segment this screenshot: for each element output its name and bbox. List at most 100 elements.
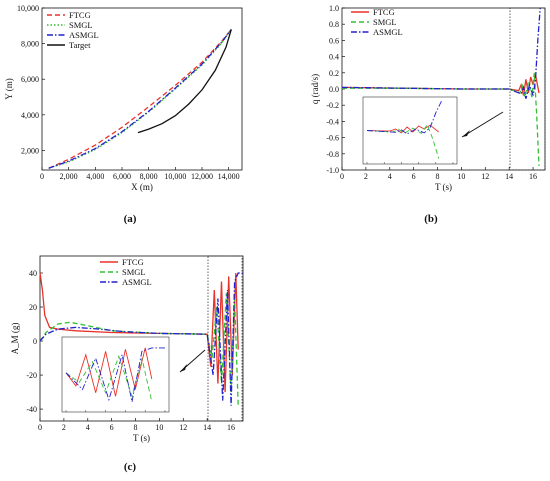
x-tick-label: 0 <box>340 172 344 181</box>
panel-c: 0 2 4 6 8 10 12 14 16 -40 -20 0 20 40 T (s) A_M (g) F… <box>10 255 244 473</box>
legend-label-ftcg: FTCG <box>69 10 91 20</box>
panel-c-y-axis-label: A_M (g) <box>10 323 20 355</box>
y-tick-label: 0.6 <box>329 36 339 45</box>
series-line-ftcg <box>48 28 232 169</box>
panel-b-zoom-region-box <box>509 7 546 171</box>
x-tick-label: 16 <box>227 423 235 432</box>
inset-series-line-smgl <box>366 123 440 159</box>
x-tick-label: 6,000 <box>113 172 131 181</box>
y-tick-label: 8,000 <box>21 40 39 49</box>
panel-a-lines <box>48 28 232 169</box>
x-tick-label: 14 <box>203 423 211 432</box>
panel-b-y-axis-label: q (rad/s) <box>310 74 320 104</box>
y-tick-label: 40 <box>29 269 37 278</box>
panel-c-zoom-arrowhead <box>180 364 187 372</box>
inset-series-line-ftcg <box>65 347 153 397</box>
legend-label-ftcg: FTCG <box>122 257 144 267</box>
legend-label-smgl: SMGL <box>69 20 93 30</box>
legend-label-asmgl: ASMGL <box>69 30 99 40</box>
legend-label-target: Target <box>69 40 91 50</box>
inset-series-line-smgl <box>65 354 153 402</box>
panel-c-x-axis-label: T (s) <box>133 433 150 443</box>
y-tick-label: -0.8 <box>326 150 339 159</box>
y-tick-label: -40 <box>26 405 37 414</box>
panel-b-zoom-arrow <box>461 111 504 138</box>
panel-c-ticks: 0 2 4 6 8 10 12 14 16 -40 -20 0 20 40 <box>26 269 235 432</box>
x-tick-label: 12,000 <box>191 172 213 181</box>
legend-label-ftcg: FTCG <box>373 7 395 17</box>
panel-b-lines <box>341 7 541 166</box>
x-tick-label: 0 <box>38 423 42 432</box>
panel-a-x-axis-label: X (m) <box>131 182 153 192</box>
series-line-asmgl <box>341 7 541 99</box>
x-tick-label: 10,000 <box>164 172 186 181</box>
panel-b-zoom-inset <box>362 96 458 165</box>
x-tick-label: 12 <box>179 423 187 432</box>
series-line-ftcg <box>341 74 540 96</box>
x-tick-label: 2,000 <box>60 172 78 181</box>
x-tick-label: 2 <box>364 172 368 181</box>
panel-b-caption: (b) <box>424 213 438 225</box>
y-tick-label: 0 <box>33 337 37 346</box>
x-tick-label: 6 <box>110 423 114 432</box>
panel-a-caption: (a) <box>124 213 137 225</box>
panel-a-ticks: 0 2,000 4,000 6,000 8,000 10,000 12,000 14,000 2… <box>17 4 240 181</box>
panel-a-y-axis-label: Y (m) <box>4 78 14 99</box>
y-tick-label: 1.0 <box>329 4 339 13</box>
inset-series-line-asmgl <box>366 100 442 135</box>
y-tick-label: 2,000 <box>21 146 39 155</box>
x-tick-label: 14,000 <box>218 172 240 181</box>
panel-b-ticks: 0 2 4 6 8 10 12 14 16 -1.0 -0.8 -0.6 -0.4 -0.2 0.0 0.2 0… <box>326 4 537 181</box>
panel-c-plot-frame <box>39 255 244 422</box>
panel-a-plot-frame <box>41 7 243 171</box>
x-tick-label: 4,000 <box>86 172 104 181</box>
legend-label-asmgl: ASMGL <box>122 277 152 287</box>
x-tick-label: 0 <box>40 172 44 181</box>
y-tick-label: 20 <box>29 303 37 312</box>
panel-a: 0 2,000 4,000 6,000 8,000 10,000 12,000 14,000 2… <box>4 4 243 225</box>
x-tick-label: 8,000 <box>140 172 158 181</box>
inset-series-line-asmgl <box>65 347 165 402</box>
y-tick-label: 0.4 <box>329 53 339 62</box>
y-tick-label: -1.0 <box>326 166 339 175</box>
legend-label-asmgl: ASMGL <box>373 27 403 37</box>
panel-b: 0 2 4 6 8 10 12 14 16 -1.0 -0.8 -0.6 -0.4 -0.2 0.0 0.2 0… <box>310 4 546 225</box>
panel-c-zoom-inset <box>61 336 170 413</box>
x-tick-label: 8 <box>436 172 440 181</box>
y-tick-label: -0.6 <box>326 134 339 143</box>
x-tick-label: 6 <box>412 172 416 181</box>
y-tick-label: 10,000 <box>17 4 39 13</box>
x-tick-label: 8 <box>134 423 138 432</box>
y-tick-label: 0.0 <box>329 85 339 94</box>
series-line-smgl <box>48 29 232 169</box>
series-line-target <box>137 29 232 134</box>
panel-c-caption: (c) <box>124 461 137 473</box>
y-tick-label: 6,000 <box>21 75 39 84</box>
y-tick-label: 0.8 <box>329 20 339 29</box>
x-tick-label: 4 <box>388 172 392 181</box>
x-tick-label: 12 <box>481 172 489 181</box>
y-tick-label: -0.4 <box>326 117 339 126</box>
x-tick-label: 4 <box>86 423 90 432</box>
x-tick-label: 14 <box>505 172 513 181</box>
legend-label-smgl: SMGL <box>373 17 397 27</box>
series-line-smgl <box>342 72 540 166</box>
x-tick-label: 16 <box>529 172 537 181</box>
panel-b-x-axis-label: T (s) <box>435 182 452 192</box>
series-line-asmgl <box>39 272 243 406</box>
inset-series-line-ftcg <box>366 124 439 134</box>
x-tick-label: 10 <box>457 172 465 181</box>
y-tick-label: -0.2 <box>326 101 339 110</box>
x-tick-label: 2 <box>62 423 66 432</box>
panel-c-zoom-region-box <box>207 255 243 422</box>
series-line-asmgl <box>48 29 232 169</box>
legend-label-smgl: SMGL <box>122 267 146 277</box>
y-tick-label: 0.2 <box>329 69 339 78</box>
x-tick-label: 10 <box>155 423 163 432</box>
y-tick-label: -20 <box>26 371 37 380</box>
y-tick-label: 4,000 <box>21 111 39 120</box>
